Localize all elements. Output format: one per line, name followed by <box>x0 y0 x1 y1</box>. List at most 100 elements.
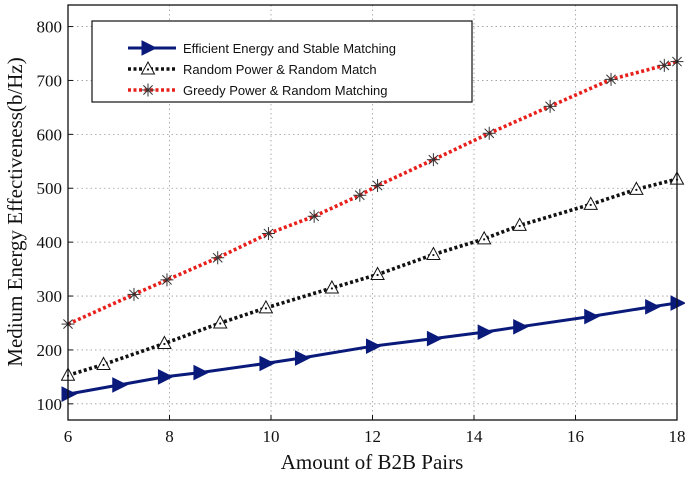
data-point <box>157 369 174 385</box>
data-point <box>645 299 661 315</box>
legend-label-3: Greedy Power & Random Matching <box>183 83 387 98</box>
data-point <box>482 126 496 140</box>
marker-outline <box>476 230 492 245</box>
data-point <box>543 99 557 113</box>
data-point <box>512 217 528 231</box>
marker-dot <box>483 238 486 241</box>
marker-dot <box>376 273 379 277</box>
marker-outline <box>370 266 385 280</box>
data-point <box>112 377 128 393</box>
data-point <box>513 318 529 335</box>
marker-stroke <box>143 85 153 95</box>
legend-label-2: Random Power & Random Match <box>183 62 377 77</box>
marker-dot <box>518 224 521 228</box>
x-axis-label: Amount of B2B Pairs <box>281 450 464 474</box>
y-axis-label: Medium Energy Effectiveness(b/Hz) <box>3 57 27 366</box>
y-tick-label: 200 <box>37 341 63 360</box>
legend-marker-1 <box>141 40 158 56</box>
data-point <box>353 188 367 202</box>
marker-stroke <box>428 154 439 165</box>
data-point <box>307 209 321 223</box>
marker-stroke <box>263 228 274 239</box>
y-tick-label: 600 <box>37 125 63 144</box>
data-point <box>371 179 385 193</box>
y-tick-label: 500 <box>37 179 63 198</box>
marker-dot <box>163 342 166 346</box>
x-tick-label: 18 <box>669 427 685 446</box>
data-point <box>366 338 382 354</box>
marker-stroke <box>212 252 223 263</box>
data-point <box>211 251 225 265</box>
data-point <box>294 350 311 366</box>
y-tick-label: 100 <box>37 395 63 414</box>
marker-outline <box>426 246 441 261</box>
tick-labels: 6 8 10 12 14 16 18 100 200 300 400 500 600 700 800 <box>37 18 685 446</box>
marker-outline <box>324 279 340 294</box>
y-tick-label: 400 <box>37 233 63 252</box>
legend-marker-2 <box>140 60 156 75</box>
marker-stroke <box>129 289 139 300</box>
marker-stroke <box>162 274 172 285</box>
data-point <box>583 196 599 210</box>
marker-outline <box>212 314 228 329</box>
x-tick-label: 10 <box>263 427 280 446</box>
x-tick-label: 8 <box>165 427 174 446</box>
data-point <box>604 72 618 86</box>
marker-dot <box>219 322 222 325</box>
data-point <box>259 355 276 372</box>
marker-dot <box>330 287 333 290</box>
data-point <box>127 287 141 301</box>
data-point <box>670 295 685 311</box>
data-point <box>476 230 492 245</box>
data-point <box>477 324 494 340</box>
y-tick-label: 300 <box>37 287 63 306</box>
marker-dot <box>264 307 268 310</box>
data-point <box>426 330 443 347</box>
data-point <box>261 227 275 241</box>
data-point <box>584 308 600 325</box>
data-point <box>258 299 274 314</box>
data-point <box>61 386 78 402</box>
marker-stroke <box>372 180 383 191</box>
series-layer <box>60 55 685 402</box>
data-point <box>160 273 174 287</box>
marker-dot <box>432 253 435 257</box>
x-tick-label: 6 <box>64 427 73 446</box>
data-point <box>96 356 111 370</box>
marker-dot <box>589 203 592 207</box>
marker-stroke <box>545 101 556 112</box>
data-point <box>324 279 340 294</box>
data-point <box>426 153 440 167</box>
marker-outline <box>157 335 172 349</box>
marker-stroke <box>606 74 616 85</box>
x-tick-label: 14 <box>466 427 484 446</box>
marker-dot <box>146 68 150 71</box>
series-markers-1 <box>61 295 685 402</box>
data-point <box>657 58 671 72</box>
series-line-3 <box>67 59 678 326</box>
marker-stroke <box>484 128 495 139</box>
data-point <box>157 335 172 349</box>
marker-dot <box>102 363 105 367</box>
data-point <box>629 181 644 195</box>
y-tick-label: 700 <box>37 71 63 90</box>
marker-outline <box>258 299 274 314</box>
marker-outline <box>140 60 156 75</box>
marker-outline <box>583 196 599 210</box>
data-point <box>212 314 228 329</box>
x-tick-label: 12 <box>364 427 381 446</box>
legend-label-1: Efficient Energy and Stable Matching <box>183 41 396 56</box>
x-tick-label: 16 <box>567 427 584 446</box>
marker-outline <box>512 217 528 231</box>
data-point <box>370 266 385 280</box>
y-tick-label: 800 <box>37 18 63 37</box>
marker-stroke <box>354 190 365 201</box>
marker-stroke <box>659 60 670 71</box>
data-point <box>193 364 210 381</box>
legend-box <box>91 20 473 103</box>
legend: Efficient Energy and Stable Matching Rand… <box>91 20 473 103</box>
marker-dot <box>635 188 638 191</box>
series-markers-3 <box>61 55 684 331</box>
marker-outline <box>629 181 644 195</box>
